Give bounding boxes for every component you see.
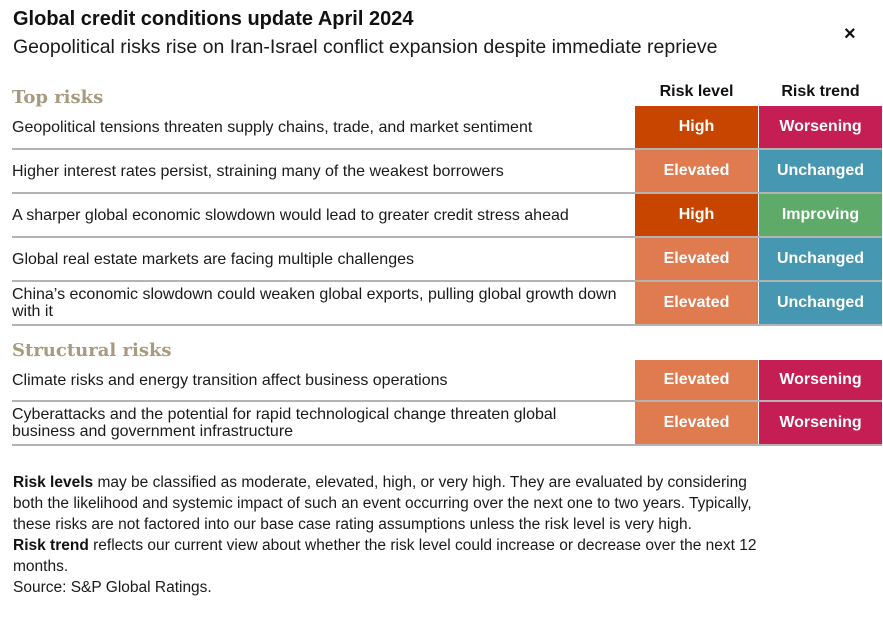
risk-trend-note: Risk trend reflects our current view abo… <box>13 535 773 577</box>
risk-row: Higher interest rates persist, straining… <box>12 150 882 194</box>
risk-level-badge: Elevated <box>635 402 758 444</box>
risk-trend-badge: Improving <box>759 194 882 236</box>
notes: Risk levels may be classified as moderat… <box>13 472 773 598</box>
risk-trend-badge: Worsening <box>759 360 882 400</box>
page-title: Global credit conditions update April 20… <box>13 8 414 30</box>
risk-description: Geopolitical tensions threaten supply ch… <box>12 118 533 136</box>
risk-level-badge: Elevated <box>635 150 758 192</box>
risk-level-badge: Elevated <box>635 282 758 324</box>
risk-description: China’s economic slowdown could weaken g… <box>12 286 617 320</box>
risk-trend-badge: Unchanged <box>759 282 882 324</box>
risk-row: China’s economic slowdown could weaken g… <box>12 282 882 326</box>
top-risks-heading: Top risks <box>12 87 104 108</box>
risk-row: Geopolitical tensions threaten supply ch… <box>12 106 882 150</box>
risk-level-badge: High <box>635 194 758 236</box>
risk-level-badge: High <box>635 106 758 148</box>
page-subtitle: Geopolitical risks rise on Iran-Israel c… <box>13 36 718 58</box>
risk-level-badge: Elevated <box>635 238 758 280</box>
close-icon[interactable]: × <box>844 23 856 45</box>
risk-trend-badge: Unchanged <box>759 238 882 280</box>
risk-trend-badge: Unchanged <box>759 150 882 192</box>
risk-levels-term: Risk levels <box>13 474 94 491</box>
risk-trend-header: Risk trend <box>781 83 860 100</box>
risk-description: Higher interest rates persist, straining… <box>12 162 504 180</box>
risk-row: Cyberattacks and the potential for rapid… <box>12 402 882 446</box>
risk-trend-text: reflects our current view about whether … <box>13 537 757 575</box>
risk-row: A sharper global economic slowdown would… <box>12 194 882 238</box>
risk-description: A sharper global economic slowdown would… <box>12 206 569 224</box>
risk-level-header: Risk level <box>659 83 734 100</box>
risk-trend-badge: Worsening <box>759 106 882 148</box>
risk-levels-note: Risk levels may be classified as moderat… <box>13 472 773 535</box>
risk-levels-text: may be classified as moderate, elevated,… <box>13 474 752 533</box>
risk-description: Cyberattacks and the potential for rapid… <box>12 406 557 440</box>
risk-description: Global real estate markets are facing mu… <box>12 250 414 268</box>
risk-trend-badge: Worsening <box>759 402 882 444</box>
risk-level-badge: Elevated <box>635 360 758 400</box>
risk-row: Global real estate markets are facing mu… <box>12 238 882 282</box>
structural-risks-heading: Structural risks <box>12 340 172 361</box>
risk-trend-term: Risk trend <box>13 537 89 554</box>
risk-description: Climate risks and energy transition affe… <box>12 371 448 389</box>
risk-row: Climate risks and energy transition affe… <box>12 360 882 402</box>
source-note: Source: S&P Global Ratings. <box>13 579 212 596</box>
